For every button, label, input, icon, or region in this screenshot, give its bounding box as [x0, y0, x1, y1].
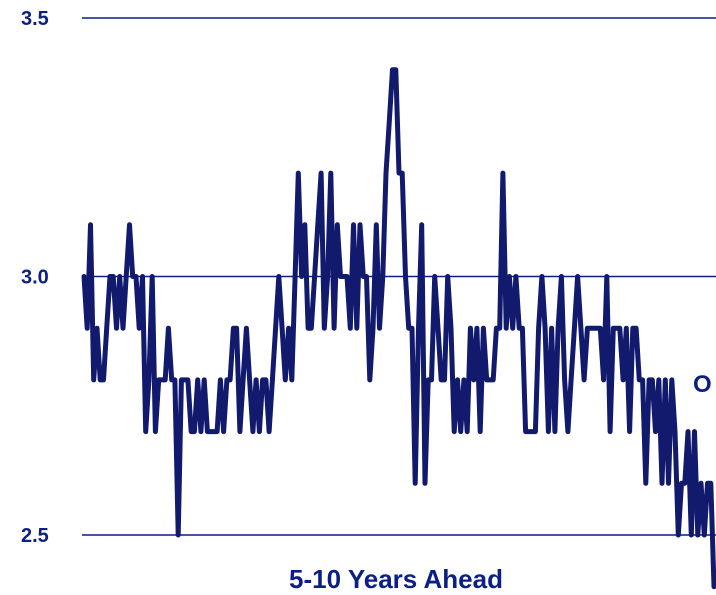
- annotation-label: O: [693, 371, 712, 398]
- series-line: [81, 67, 716, 590]
- gridlines: [82, 17, 716, 536]
- y-tick-label: 2.5: [21, 525, 49, 547]
- x-axis-label: 5-10 Years Ahead: [289, 564, 503, 594]
- y-tick-label: 3.5: [21, 8, 49, 30]
- y-tick-label: 3.0: [21, 267, 49, 289]
- y-axis-ticks: 2.5 3.0 3.5: [21, 8, 49, 547]
